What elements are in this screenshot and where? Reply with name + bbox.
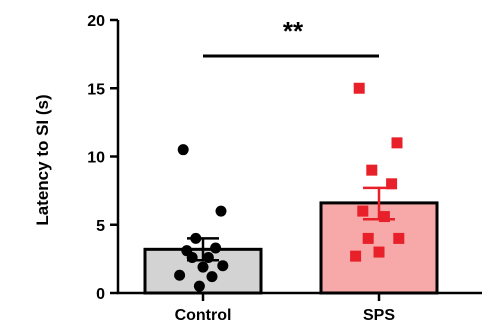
y-tick-label: 5 xyxy=(96,218,105,235)
data-point-control xyxy=(217,260,229,272)
y-tick-label: 20 xyxy=(87,13,105,30)
data-point-sps xyxy=(366,164,378,176)
data-point-control xyxy=(197,261,209,273)
data-point-sps xyxy=(362,232,374,244)
data-point-control xyxy=(177,144,189,156)
y-tick-label: 0 xyxy=(96,286,105,303)
data-point-control xyxy=(174,269,186,281)
y-axis-title: Latency to SI (s) xyxy=(33,94,52,225)
significance-label: ** xyxy=(283,16,304,46)
data-point-sps xyxy=(353,82,365,94)
data-point-sps xyxy=(378,211,390,223)
data-point-sps xyxy=(386,178,398,190)
data-point-sps xyxy=(373,246,385,258)
y-tick-label: 15 xyxy=(87,81,105,98)
data-point-control xyxy=(193,280,205,292)
x-tick-label-sps: SPS xyxy=(363,307,395,324)
y-tick-label: 10 xyxy=(87,150,105,167)
data-point-sps xyxy=(350,250,362,262)
data-point-control xyxy=(210,242,222,254)
data-point-sps xyxy=(391,137,403,149)
x-tick-label-control: Control xyxy=(175,307,232,324)
plot-area: Control SPS 0 5 10 15 20 xyxy=(87,13,482,324)
data-point-sps xyxy=(393,232,405,244)
data-point-control xyxy=(206,271,218,283)
data-point-sps xyxy=(357,205,369,217)
data-point-control xyxy=(215,205,227,217)
